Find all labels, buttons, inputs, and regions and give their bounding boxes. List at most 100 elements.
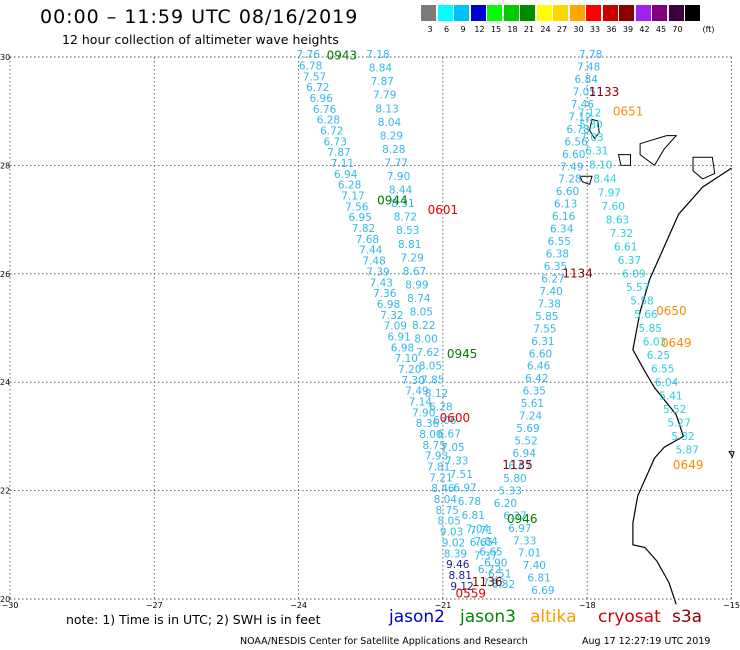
wave-height-reading: 7.46 (571, 99, 595, 111)
scale-swatch (487, 5, 502, 21)
pass-time-label: 0651 (613, 105, 644, 119)
scale-swatch (602, 5, 618, 21)
scale-swatch (685, 5, 700, 21)
wave-height-reading: 7.37 (474, 550, 497, 562)
wave-height-reading: 8.44 (389, 185, 413, 197)
wave-height-reading: 5.69 (516, 423, 539, 435)
el-hierro-island (579, 175, 593, 186)
wave-height-reading: 6.67 (508, 461, 531, 473)
scale-swatch (569, 5, 585, 21)
wave-height-reading: 7.29 (400, 252, 423, 264)
wave-height-reading: 7.40 (539, 286, 562, 298)
wave-height-reading: 7.82 (352, 223, 375, 235)
wave-height-reading: 7.87 (371, 76, 394, 88)
la-palma-island (589, 118, 600, 140)
scale-label: 24 (540, 25, 551, 34)
wave-height-reading: 7.90 (412, 407, 435, 419)
wave-height-reading: 8.67 (403, 266, 426, 278)
wave-height-reading: 7.87 (327, 147, 350, 159)
track-d: 7.125.307.03 6.31 8.10 8.447.97 7.608.63 7.32… (578, 108, 699, 457)
scale-swatch (437, 5, 453, 21)
wave-height-reading: 6.37 (503, 510, 526, 522)
wave-height-reading: 7.12 (568, 111, 591, 123)
wave-height-reading: 8.12 (425, 388, 448, 400)
wave-height-reading: 6.98 (391, 342, 414, 354)
wave-height-reading: 6.46 (527, 361, 551, 373)
scale-label: 36 (606, 25, 617, 34)
wave-height-reading: 8.04 (434, 494, 458, 506)
wave-height-reading: 6.31 (531, 336, 554, 348)
wave-height-reading: 6.35 (544, 261, 567, 273)
wave-height-reading: 7.11 (331, 158, 354, 170)
africa-coastline (632, 167, 732, 605)
wave-height-reading: 6.94 (513, 448, 537, 460)
wave-height-reading: 5.27 (667, 418, 690, 430)
wave-height-reading: 5.66 (634, 309, 658, 321)
pass-time-label: 0601 (428, 203, 459, 217)
wave-height-reading: 6.06 (433, 415, 457, 427)
page-subtitle: 12 hour collection of altimeter wave hei… (62, 32, 339, 47)
wave-height-reading: 7.44 (359, 245, 383, 257)
wave-height-reading: 8.00 (414, 334, 437, 346)
wave-height-reading: 5.32 (671, 431, 694, 443)
wave-height-reading: 7.14 (409, 397, 433, 409)
pass-time-label: 1134 (562, 267, 593, 281)
pass-time-label: 0649 (673, 458, 704, 472)
wave-height-reading: 7.39 (366, 266, 389, 278)
wave-height-reading: 7.30 (401, 375, 424, 387)
wave-height-reading: 6.78 (299, 61, 322, 73)
wave-height-reading: 6.32 (492, 579, 515, 591)
wave-height-reading: 6.51 (488, 568, 511, 580)
scale-swatch (454, 5, 469, 21)
scale-label: 45 (655, 25, 667, 34)
wave-height-reading: 6.69 (531, 585, 554, 597)
wave-height-reading: 7.10 (395, 353, 418, 365)
wave-height-reading: 7.32 (610, 228, 633, 240)
scale-label: 18 (507, 25, 518, 34)
wave-height-reading: 6.81 (527, 573, 550, 585)
wave-height-reading: 7.33 (445, 456, 468, 468)
latitude-label: 26 (0, 270, 10, 279)
wave-height-reading: 6.28 (338, 180, 361, 192)
pass-time-label: 0650 (656, 304, 687, 318)
satellite-tracks-layer: 7.766.787.576.726.966.766.286.726.737.87… (297, 49, 699, 597)
wave-height-reading: 7.56 (345, 201, 369, 213)
latitude-label: 20 (0, 595, 10, 604)
wave-height-reading: 5.41 (659, 391, 682, 403)
wave-height-reading: 6.55 (548, 236, 571, 248)
wave-height-reading: 7.05 (441, 442, 464, 454)
track-a: 7.766.787.576.726.966.766.286.726.737.87… (297, 49, 474, 593)
wave-height-reading: 5.30 (579, 120, 602, 132)
latitude-label: 24 (0, 378, 10, 387)
wave-height-reading: 9.46 (446, 559, 470, 571)
wave-height-reading: 7.40 (523, 560, 546, 572)
wave-height-reading: 8.28 (382, 144, 405, 156)
scale-label: 12 (474, 25, 485, 34)
wave-height-reading: 6.20 (494, 498, 517, 510)
wave-height-reading: 8.84 (369, 63, 393, 75)
scale-unit: (ft) (702, 25, 715, 34)
pass-time-label: 1136 (472, 575, 503, 589)
wave-height-reading: 8.29 (380, 130, 403, 142)
wave-height-reading: 5.85 (535, 311, 558, 323)
wave-height-reading: 8.53 (396, 225, 419, 237)
wave-height-reading: 8.13 (375, 103, 398, 115)
wave-height-reading: 7.71 (470, 525, 493, 537)
wave-height-reading: 7.78 (579, 49, 602, 61)
wave-height-reading: 5.52 (663, 404, 686, 416)
pass-time-label: 0946 (507, 512, 538, 526)
scale-label: 70 (672, 25, 683, 34)
scale-label: 3 (427, 25, 433, 34)
gran-canaria-island (692, 156, 716, 180)
wave-height-reading: 7.55 (533, 323, 556, 335)
wave-height-reading: 8.72 (394, 212, 417, 224)
latitude-label: 22 (0, 487, 10, 496)
wave-height-reading: 6.60 (562, 149, 585, 161)
wave-height-reading: 6.16 (552, 211, 576, 223)
track-e: 7.717.046.656.906.516.32 (470, 525, 515, 591)
wave-height-reading: 7.03 (580, 132, 603, 144)
wave-height-reading: 6.56 (564, 136, 588, 148)
wave-height-reading: 6.94 (334, 169, 358, 181)
wave-height-reading: 7.49 (405, 386, 428, 398)
